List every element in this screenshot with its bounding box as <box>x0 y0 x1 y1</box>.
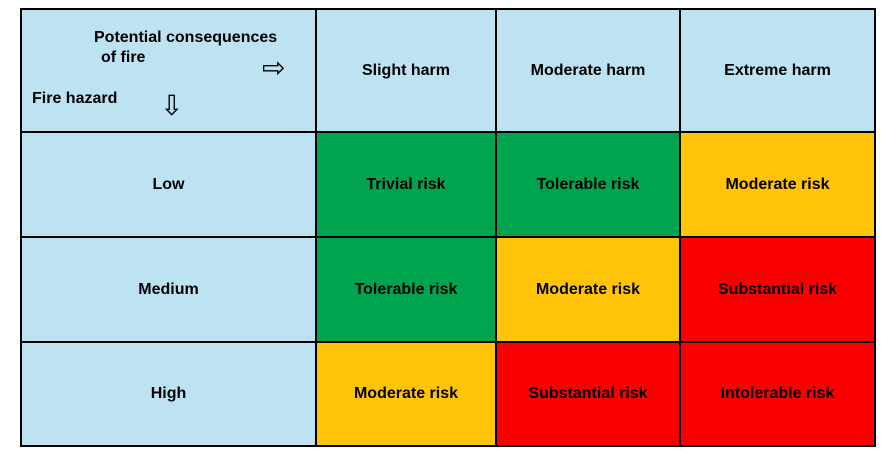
right-arrow-icon: ⇨ <box>262 51 286 84</box>
row-header-high: High <box>20 341 317 447</box>
columns-axis-label-line1: Potential consequences <box>94 29 278 46</box>
down-arrow-icon: ⇩ <box>160 89 184 122</box>
risk-cell-low-extreme: Moderate risk <box>679 131 876 238</box>
row-low: Low Trivial risk Tolerable risk Moderate… <box>20 131 876 238</box>
risk-cell-low-moderate: Tolerable risk <box>495 131 681 238</box>
risk-cell-medium-moderate: Moderate risk <box>495 236 681 343</box>
fire-risk-assessment-matrix: Potential consequences of fire ⇨ Fire ha… <box>20 8 876 447</box>
column-header-extreme-harm: Extreme harm <box>679 8 876 133</box>
risk-cell-high-slight: Moderate risk <box>315 341 497 447</box>
column-header-moderate-harm: Moderate harm <box>495 8 681 133</box>
column-header-slight-harm: Slight harm <box>315 8 497 133</box>
risk-cell-medium-slight: Tolerable risk <box>315 236 497 343</box>
risk-cell-high-extreme: Intolerable risk <box>679 341 876 447</box>
row-high: High Moderate risk Substantial risk Into… <box>20 341 876 447</box>
row-header-low: Low <box>20 131 317 238</box>
row-medium: Medium Tolerable risk Moderate risk Subs… <box>20 236 876 343</box>
risk-cell-low-slight: Trivial risk <box>315 131 497 238</box>
columns-axis-label-line2: of fire <box>101 49 146 66</box>
header-row: Potential consequences of fire ⇨ Fire ha… <box>20 8 876 133</box>
risk-cell-medium-extreme: Substantial risk <box>679 236 876 343</box>
risk-cell-high-moderate: Substantial risk <box>495 341 681 447</box>
row-header-medium: Medium <box>20 236 317 343</box>
rows-axis-label: Fire hazard <box>32 90 118 107</box>
corner-axis-cell: Potential consequences of fire ⇨ Fire ha… <box>20 8 317 133</box>
